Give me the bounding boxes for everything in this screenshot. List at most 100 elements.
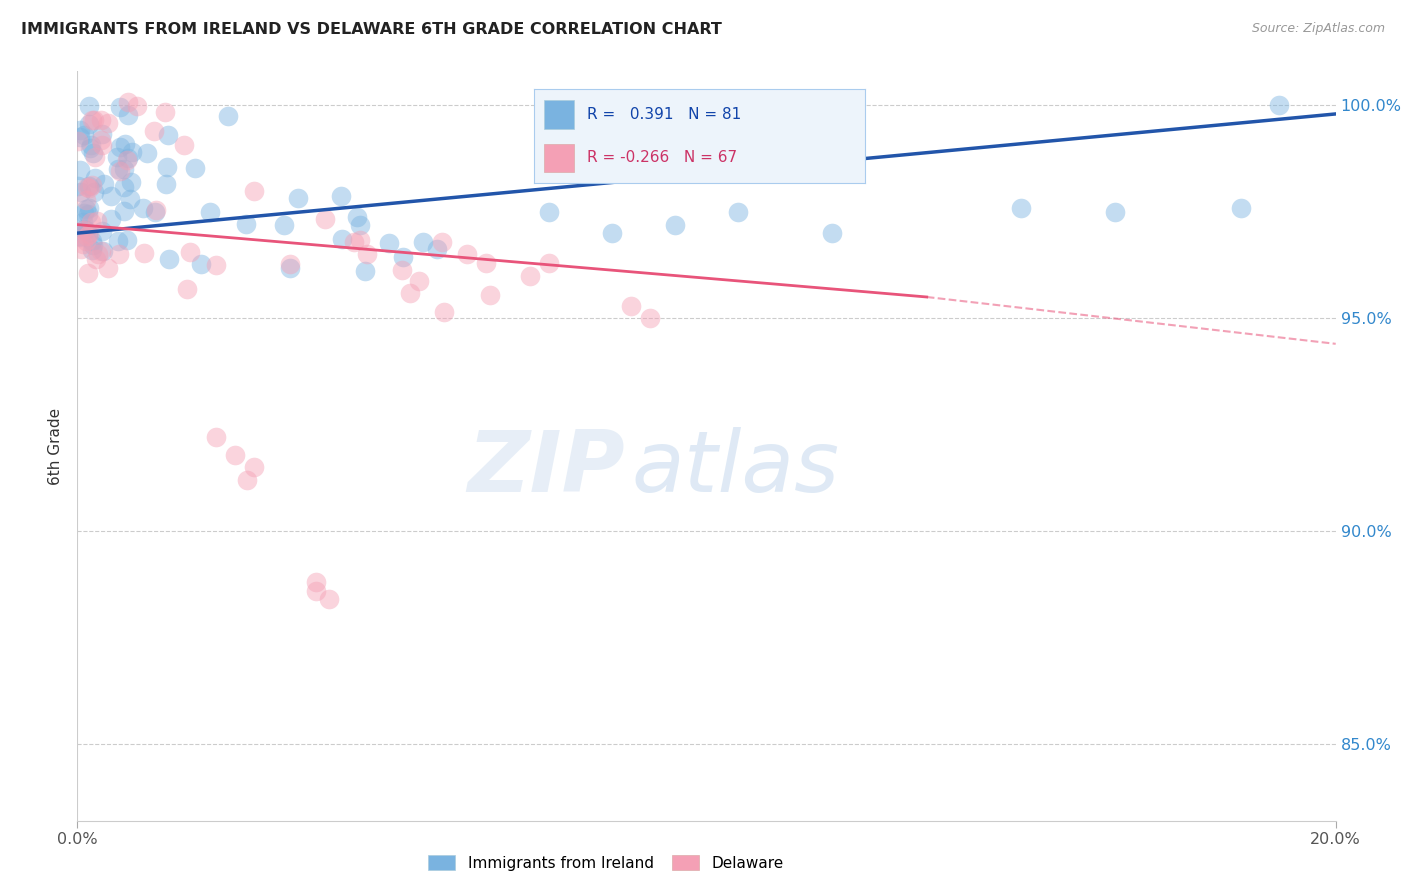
Point <box>69 122 91 136</box>
Point <box>69 229 91 244</box>
Point <box>273 218 295 232</box>
Point <box>432 235 454 249</box>
Point <box>349 218 371 232</box>
Point <box>156 161 179 175</box>
Point <box>329 188 352 202</box>
Point <box>80 243 103 257</box>
Bar <box>544 101 574 128</box>
Point <box>242 460 264 475</box>
Point <box>224 448 246 462</box>
Point <box>157 128 180 142</box>
Point <box>115 233 138 247</box>
Point <box>72 205 94 219</box>
Point <box>90 138 112 153</box>
Point <box>108 247 131 261</box>
Point <box>69 130 91 145</box>
Point <box>114 136 136 151</box>
Point <box>77 117 100 131</box>
Point <box>179 244 201 259</box>
Point <box>75 235 97 249</box>
Point <box>176 282 198 296</box>
Point <box>287 191 309 205</box>
Point <box>77 266 100 280</box>
Text: Source: ZipAtlas.com: Source: ZipAtlas.com <box>1251 22 1385 36</box>
Point <box>399 286 422 301</box>
Point <box>83 150 105 164</box>
Point <box>456 247 478 261</box>
Point <box>332 232 354 246</box>
Point <box>107 234 129 248</box>
Point <box>143 123 166 137</box>
Point <box>412 235 434 249</box>
Point <box>112 180 135 194</box>
Point <box>70 242 93 256</box>
Point <box>217 109 239 123</box>
Point <box>1268 98 1291 112</box>
Text: ZIP: ZIP <box>467 427 624 510</box>
Text: IMMIGRANTS FROM IRELAND VS DELAWARE 6TH GRADE CORRELATION CHART: IMMIGRANTS FROM IRELAND VS DELAWARE 6TH … <box>21 22 721 37</box>
Point <box>73 222 96 236</box>
Point <box>391 262 413 277</box>
Point <box>77 227 100 241</box>
Bar <box>544 144 574 171</box>
Point <box>408 274 430 288</box>
Point <box>82 145 104 160</box>
Point <box>76 228 98 243</box>
Point <box>86 213 108 227</box>
Point <box>200 204 222 219</box>
Point <box>190 256 212 270</box>
Point <box>69 230 91 244</box>
Point <box>72 214 94 228</box>
Point <box>479 288 502 302</box>
Point <box>184 161 207 175</box>
Point <box>100 189 122 203</box>
Text: R = -0.266   N = 67: R = -0.266 N = 67 <box>588 150 737 165</box>
Point <box>134 245 156 260</box>
Point <box>90 224 112 238</box>
Point <box>314 212 336 227</box>
Point <box>91 244 114 258</box>
Point <box>378 236 401 251</box>
Point <box>77 226 100 240</box>
Point <box>108 100 131 114</box>
Point <box>391 250 413 264</box>
Text: atlas: atlas <box>631 427 839 510</box>
Point <box>75 202 97 217</box>
Point <box>117 153 139 168</box>
Point <box>236 473 259 487</box>
Point <box>82 238 104 252</box>
Point <box>664 218 686 232</box>
Y-axis label: 6th Grade: 6th Grade <box>48 408 63 484</box>
Point <box>118 192 141 206</box>
Point <box>127 99 149 113</box>
Point <box>131 201 153 215</box>
Point <box>821 226 844 240</box>
Point <box>153 105 176 120</box>
Point <box>75 193 97 207</box>
Point <box>600 226 623 240</box>
Point <box>204 258 226 272</box>
Text: R =   0.391   N = 81: R = 0.391 N = 81 <box>588 107 741 122</box>
Point <box>538 256 561 270</box>
Point <box>349 233 371 247</box>
Point <box>117 151 139 165</box>
Point <box>76 180 98 194</box>
Point <box>120 175 142 189</box>
Point <box>79 99 101 113</box>
Point <box>243 184 266 198</box>
Point <box>121 145 143 159</box>
Point <box>77 201 100 215</box>
Point <box>100 211 122 226</box>
Point <box>69 185 91 199</box>
Point <box>343 235 366 249</box>
Point <box>82 178 104 193</box>
Point <box>72 223 94 237</box>
Point <box>77 207 100 221</box>
Point <box>72 237 94 252</box>
Point <box>173 138 195 153</box>
Point <box>117 108 139 122</box>
Point <box>83 185 105 199</box>
Point <box>426 243 449 257</box>
Point <box>112 162 135 177</box>
Point <box>1230 201 1253 215</box>
